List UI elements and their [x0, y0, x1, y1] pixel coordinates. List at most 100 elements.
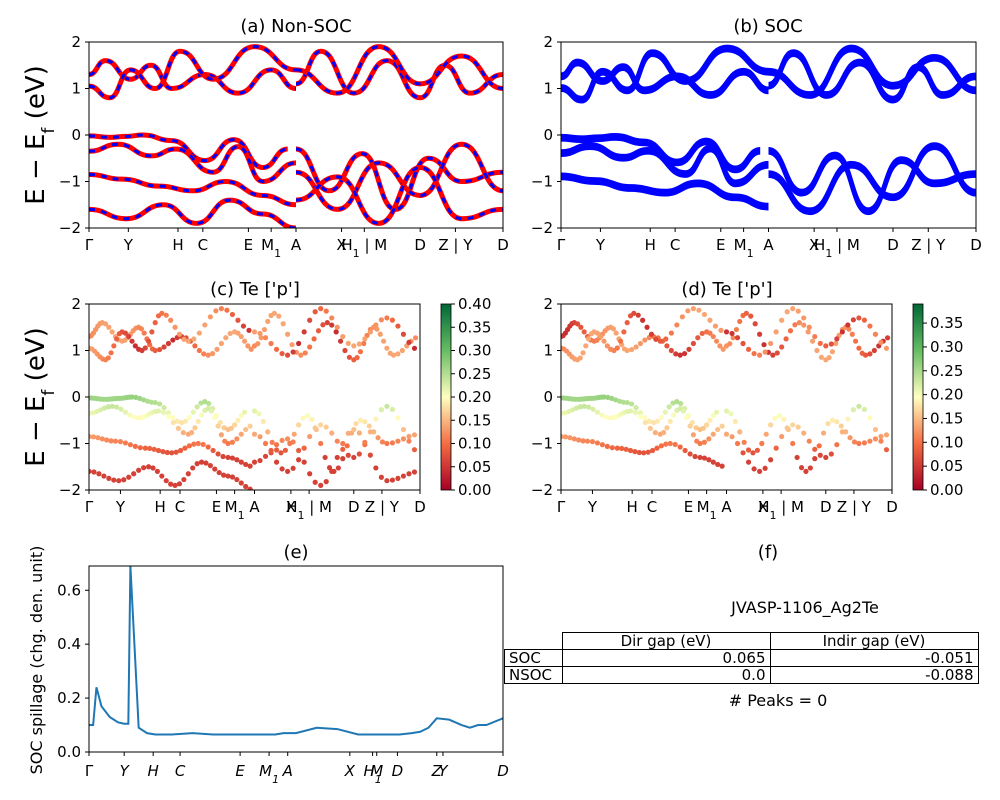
band-line-soc-overlay	[295, 142, 503, 211]
projected-point	[562, 434, 569, 440]
projected-point	[345, 452, 351, 458]
projected-point	[583, 343, 589, 349]
projected-point	[851, 439, 858, 445]
spillage-plot: 0.60.40.20.0Γ Y H C E M1 A X H1M D ZY D	[57, 566, 509, 786]
projected-point	[774, 350, 780, 356]
band-line-soc-overlay	[89, 59, 297, 95]
projected-point	[127, 442, 133, 448]
projected-point	[229, 474, 236, 480]
x-tick-label: Y	[438, 762, 449, 780]
projected-point	[658, 414, 665, 420]
projected-point	[883, 432, 890, 438]
projected-point	[745, 346, 752, 352]
projected-point	[340, 446, 346, 452]
projected-point	[232, 422, 238, 428]
projected-point	[883, 447, 890, 453]
projected-point	[400, 331, 407, 337]
x-tick-label: Γ	[85, 236, 94, 254]
band-line-soc	[561, 172, 769, 207]
projected-point	[312, 309, 318, 315]
projected-point	[850, 317, 856, 323]
projected-point	[189, 429, 195, 436]
projected-point	[194, 404, 200, 410]
projected-band-plot-d	[561, 306, 891, 474]
projected-point	[784, 309, 790, 315]
projected-point	[280, 321, 286, 327]
projected-point	[209, 350, 216, 357]
projected-point	[642, 337, 648, 343]
projected-point	[318, 440, 324, 447]
projected-point	[345, 340, 351, 346]
projected-point	[89, 433, 92, 440]
projected-point	[377, 331, 383, 337]
projected-point	[112, 438, 119, 444]
projected-point	[218, 432, 224, 438]
projected-point	[251, 431, 258, 437]
projected-point	[576, 437, 582, 443]
panel-c-y-ticks: 2 1 0 −1 −2	[59, 295, 89, 499]
projected-point	[326, 465, 333, 471]
projected-point	[395, 415, 401, 421]
x-tick-label: H	[155, 498, 166, 516]
projected-point	[351, 343, 357, 349]
band-line-soc	[768, 48, 976, 99]
x-tick-label: Z | Y	[911, 236, 946, 254]
projected-point	[601, 338, 607, 344]
projected-point	[681, 350, 688, 357]
projected-point	[191, 441, 197, 447]
x-tick-label: D	[392, 762, 404, 780]
band-line-soc	[561, 142, 769, 184]
projected-point	[304, 413, 311, 419]
gap-table-row: NSOC 0.0 -0.088	[504, 666, 979, 684]
projected-point	[667, 440, 673, 447]
band-line-soc	[561, 132, 761, 170]
projected-point	[220, 453, 226, 460]
x-tick-label: Z | Y	[837, 498, 872, 516]
projected-point	[712, 323, 719, 329]
projected-point	[229, 311, 236, 318]
projected-point	[111, 343, 117, 349]
projected-point	[185, 338, 191, 344]
projected-point	[195, 418, 201, 425]
projected-point	[666, 404, 672, 410]
projected-point	[201, 351, 207, 357]
band-line-soc	[767, 53, 976, 104]
projected-point	[818, 354, 824, 360]
x-tick-label: Y	[115, 498, 126, 516]
projected-point	[400, 426, 407, 433]
y-tick-label: 0	[543, 388, 553, 406]
x-tick-label: Γ	[557, 236, 566, 254]
projected-point	[636, 449, 642, 456]
projected-point	[333, 329, 339, 335]
projected-point	[833, 340, 839, 347]
projected-point	[149, 329, 155, 335]
projected-point	[581, 329, 587, 335]
projected-point	[228, 425, 234, 431]
projected-point	[672, 441, 678, 448]
projected-point	[164, 449, 170, 456]
projected-point	[637, 409, 644, 416]
projected-point	[784, 425, 790, 431]
projected-band-plot-c	[89, 306, 419, 490]
projected-point	[654, 445, 660, 451]
colorbar-tick-label: 0.10	[930, 433, 963, 451]
projected-point	[145, 338, 152, 344]
projected-point	[215, 423, 221, 429]
projected-point	[757, 331, 763, 337]
x-tick-label: Z | Y	[365, 498, 400, 516]
projected-point	[234, 457, 240, 463]
projected-point	[682, 447, 688, 454]
x-tick-label: C	[198, 236, 208, 254]
projected-point	[704, 422, 710, 428]
projected-point	[126, 474, 132, 480]
projected-point	[329, 430, 335, 436]
projected-point	[163, 312, 169, 318]
x-tick-label: M	[370, 762, 383, 780]
projected-point	[340, 440, 346, 447]
projected-point	[104, 437, 110, 443]
projected-point	[411, 447, 418, 453]
projected-point	[856, 440, 862, 447]
projected-point	[384, 478, 390, 484]
projected-point	[345, 430, 351, 436]
projected-point	[175, 425, 181, 431]
